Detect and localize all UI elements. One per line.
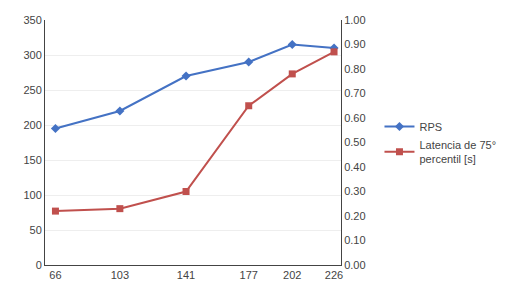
svg-text:0.20: 0.20 — [344, 210, 365, 222]
svg-text:0.30: 0.30 — [344, 185, 365, 197]
svg-text:177: 177 — [240, 269, 258, 281]
svg-text:0.40: 0.40 — [344, 161, 365, 173]
svg-text:250: 250 — [23, 84, 41, 96]
svg-text:50: 50 — [30, 224, 42, 236]
svg-text:226: 226 — [325, 269, 343, 281]
svg-text:350: 350 — [23, 14, 41, 26]
svg-text:0.70: 0.70 — [344, 87, 365, 99]
svg-text:RPS: RPS — [419, 121, 442, 133]
svg-text:150: 150 — [23, 154, 41, 166]
svg-text:0: 0 — [36, 259, 42, 271]
svg-text:0.10: 0.10 — [344, 234, 365, 246]
svg-text:202: 202 — [283, 269, 301, 281]
svg-text:0.50: 0.50 — [344, 136, 365, 148]
svg-text:66: 66 — [49, 269, 61, 281]
svg-text:0.90: 0.90 — [344, 38, 365, 50]
svg-text:300: 300 — [23, 49, 41, 61]
svg-text:103: 103 — [111, 269, 129, 281]
svg-text:0.80: 0.80 — [344, 63, 365, 75]
svg-text:141: 141 — [177, 269, 195, 281]
svg-text:Latencia de 75°percentil [s]: Latencia de 75°percentil [s] — [419, 139, 496, 165]
svg-text:1.00: 1.00 — [344, 14, 365, 26]
svg-text:0.60: 0.60 — [344, 112, 365, 124]
svg-text:100: 100 — [23, 189, 41, 201]
svg-text:0.00: 0.00 — [344, 259, 365, 271]
svg-text:200: 200 — [23, 119, 41, 131]
